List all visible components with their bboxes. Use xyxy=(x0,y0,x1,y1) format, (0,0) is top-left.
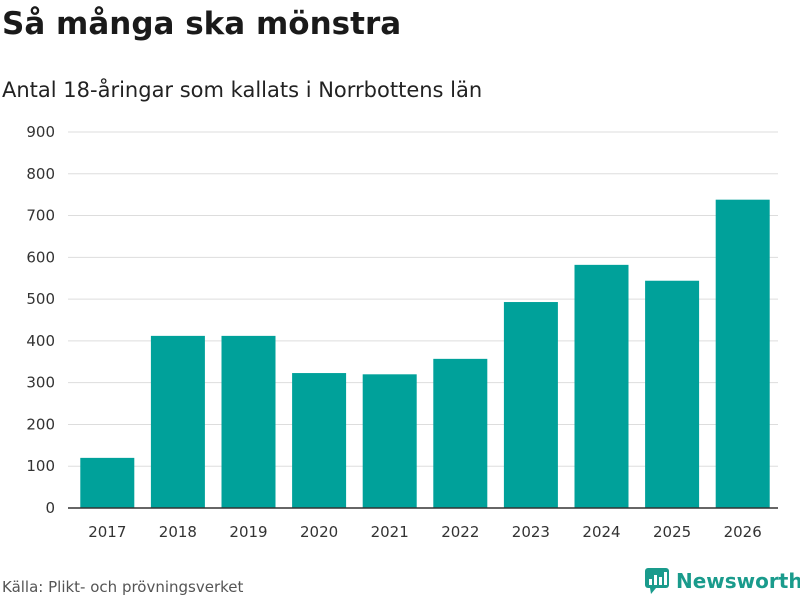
y-tick-label: 700 xyxy=(26,207,55,225)
bar-2024 xyxy=(574,264,629,508)
y-tick-label: 300 xyxy=(26,374,55,392)
x-tick-label: 2020 xyxy=(300,523,338,541)
bar-2017 xyxy=(80,457,135,508)
chart-title: Så många ska mönstra xyxy=(2,6,402,42)
source-note: Källa: Plikt- och prövningsverket xyxy=(2,578,244,596)
x-tick-label: 2024 xyxy=(582,523,620,541)
y-tick-label: 400 xyxy=(26,332,55,350)
x-tick-label: 2019 xyxy=(229,523,267,541)
x-tick-label: 2023 xyxy=(512,523,550,541)
brand-logo: Newsworthy xyxy=(644,567,800,595)
y-tick-label: 800 xyxy=(26,165,55,183)
bar-2025 xyxy=(645,280,700,508)
bar-2023 xyxy=(503,302,558,508)
x-tick-label: 2018 xyxy=(159,523,197,541)
chart-subtitle: Antal 18-åringar som kallats i Norrbotte… xyxy=(2,78,483,102)
bar-chart: 0 100 200 300 400 500 600 700 800 900 2017 2018 2019… xyxy=(26,123,778,541)
y-tick-label: 900 xyxy=(26,123,55,141)
x-tick-label: 2017 xyxy=(88,523,126,541)
bar-2020 xyxy=(292,373,347,508)
bar-2019 xyxy=(221,335,276,508)
y-tick-label: 200 xyxy=(26,415,55,433)
bar-2018 xyxy=(150,335,205,508)
y-tick-label: 500 xyxy=(26,290,55,308)
y-tick-label: 0 xyxy=(45,499,55,517)
y-tick-label: 600 xyxy=(26,248,55,266)
bar-2022 xyxy=(433,358,488,508)
y-tick-label: 100 xyxy=(26,457,55,475)
bar-2026 xyxy=(715,199,770,508)
x-tick-label: 2025 xyxy=(653,523,691,541)
x-tick-label: 2026 xyxy=(724,523,762,541)
bar-2021 xyxy=(362,374,417,508)
newsworthy-logo-icon xyxy=(645,568,669,594)
x-tick-label: 2021 xyxy=(371,523,409,541)
x-tick-label: 2022 xyxy=(441,523,479,541)
brand-name: Newsworthy xyxy=(676,569,800,593)
